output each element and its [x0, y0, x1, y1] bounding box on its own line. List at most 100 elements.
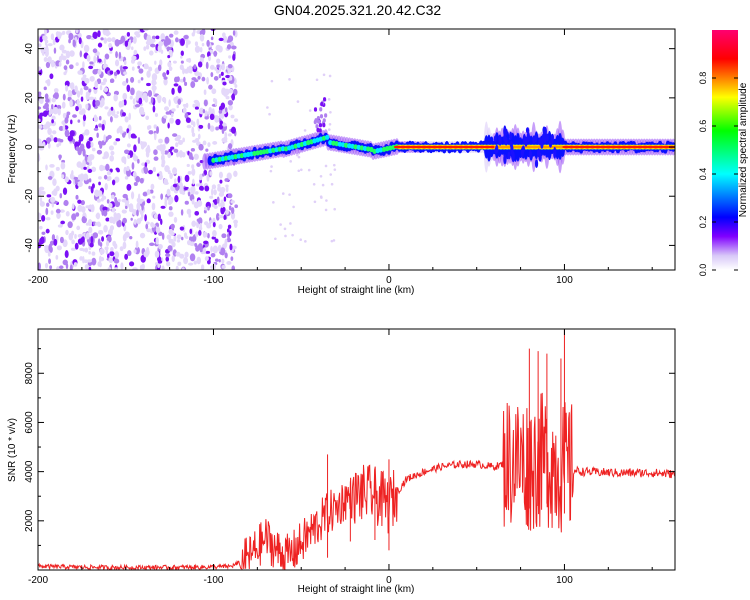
faint-speckle: [266, 106, 269, 109]
noise-speckle: [168, 201, 172, 206]
top-y-tick-label: -20: [24, 189, 35, 204]
noise-speckle: [213, 189, 217, 196]
noise-speckle: [185, 42, 189, 48]
noise-speckle: [156, 145, 162, 151]
noise-speckle: [113, 258, 120, 264]
noise-speckle: [178, 150, 184, 158]
noise-speckle: [204, 221, 209, 226]
noise-speckle: [108, 42, 113, 49]
noise-speckle: [109, 50, 113, 54]
faint-speckle: [300, 168, 303, 172]
noise-speckle: [39, 225, 43, 230]
noise-speckle: [102, 156, 106, 160]
noise-speckle: [207, 232, 210, 239]
noise-speckle: [76, 90, 81, 98]
echo-blob: [493, 135, 497, 143]
noise-speckle: [126, 128, 130, 134]
noise-speckle: [109, 225, 115, 231]
noise-speckle: [77, 70, 83, 75]
noise-speckle: [151, 223, 156, 228]
noise-speckle: [202, 108, 206, 114]
noise-speckle: [142, 191, 148, 197]
noise-speckle: [131, 66, 135, 71]
noise-speckle: [43, 57, 48, 63]
noise-speckle: [38, 124, 43, 130]
noise-speckle: [228, 205, 232, 211]
noise-speckle: [124, 231, 130, 238]
noise-speckle: [84, 129, 90, 136]
noise-speckle: [205, 250, 211, 254]
noise-speckle: [170, 231, 175, 237]
noise-speckle: [47, 127, 52, 135]
noise-speckle: [59, 138, 64, 143]
noise-speckle: [210, 71, 214, 78]
faint-speckle: [330, 239, 334, 243]
noise-speckle: [121, 198, 127, 203]
noise-speckle: [82, 159, 86, 166]
noise-speckle: [61, 159, 66, 164]
noise-speckle: [149, 242, 155, 247]
colorbar-label: Normalized spectral amplitude: [738, 82, 749, 217]
noise-speckle: [175, 142, 179, 148]
noise-speckle: [153, 149, 158, 156]
noise-speckle: [188, 262, 194, 266]
noise-speckle: [223, 214, 227, 221]
noise-speckle: [211, 184, 217, 190]
noise-speckle: [116, 168, 120, 173]
noise-speckle: [73, 262, 78, 267]
noise-speckle: [124, 40, 129, 47]
noise-speckle: [163, 78, 168, 86]
noise-speckle: [191, 199, 195, 205]
noise-speckle: [75, 194, 79, 200]
carrier-core: [280, 146, 286, 152]
noise-speckle: [132, 98, 136, 105]
faint-speckle: [281, 192, 285, 195]
noise-speckle: [224, 178, 229, 182]
noise-speckle: [50, 210, 54, 215]
top-y-axis-label: Frequency (Hz): [7, 115, 18, 184]
noise-speckle: [211, 88, 217, 95]
noise-speckle: [221, 265, 226, 269]
plume-blob: [322, 118, 326, 123]
noise-speckle: [92, 31, 98, 39]
noise-speckle: [173, 30, 179, 35]
noise-speckle: [213, 198, 218, 205]
noise-speckle: [209, 125, 215, 132]
noise-speckle: [46, 194, 52, 198]
noise-speckle: [59, 193, 63, 199]
noise-speckle: [231, 45, 237, 50]
noise-speckle: [52, 106, 59, 115]
noise-speckle: [97, 30, 101, 38]
noise-speckle: [139, 232, 146, 239]
noise-speckle: [112, 217, 116, 225]
noise-speckle: [146, 189, 151, 195]
noise-speckle: [230, 207, 235, 215]
noise-speckle: [59, 236, 64, 244]
noise-speckle: [39, 201, 45, 207]
noise-speckle: [221, 258, 225, 264]
noise-speckle: [212, 245, 219, 254]
noise-speckle: [201, 173, 205, 177]
noise-speckle: [88, 250, 91, 255]
noise-speckle: [93, 116, 99, 123]
noise-speckle: [103, 134, 106, 142]
colorbar-gradient: [712, 30, 738, 270]
echo-blob: [494, 147, 498, 154]
echo-blob: [541, 133, 546, 141]
noise-speckle: [88, 137, 93, 142]
noise-speckle: [143, 46, 147, 51]
noise-speckle: [134, 31, 140, 36]
noise-speckle: [145, 223, 149, 230]
noise-speckle: [60, 220, 65, 225]
noise-speckle: [198, 124, 204, 129]
noise-speckle: [169, 117, 174, 124]
noise-speckle: [65, 50, 71, 59]
noise-speckle: [230, 126, 236, 134]
noise-speckle: [64, 176, 69, 183]
noise-speckle: [103, 57, 107, 65]
faint-speckle: [312, 182, 316, 186]
noise-speckle: [63, 71, 67, 76]
faint-speckle: [315, 78, 319, 82]
noise-speckle: [58, 265, 64, 270]
noise-speckle: [213, 205, 218, 209]
